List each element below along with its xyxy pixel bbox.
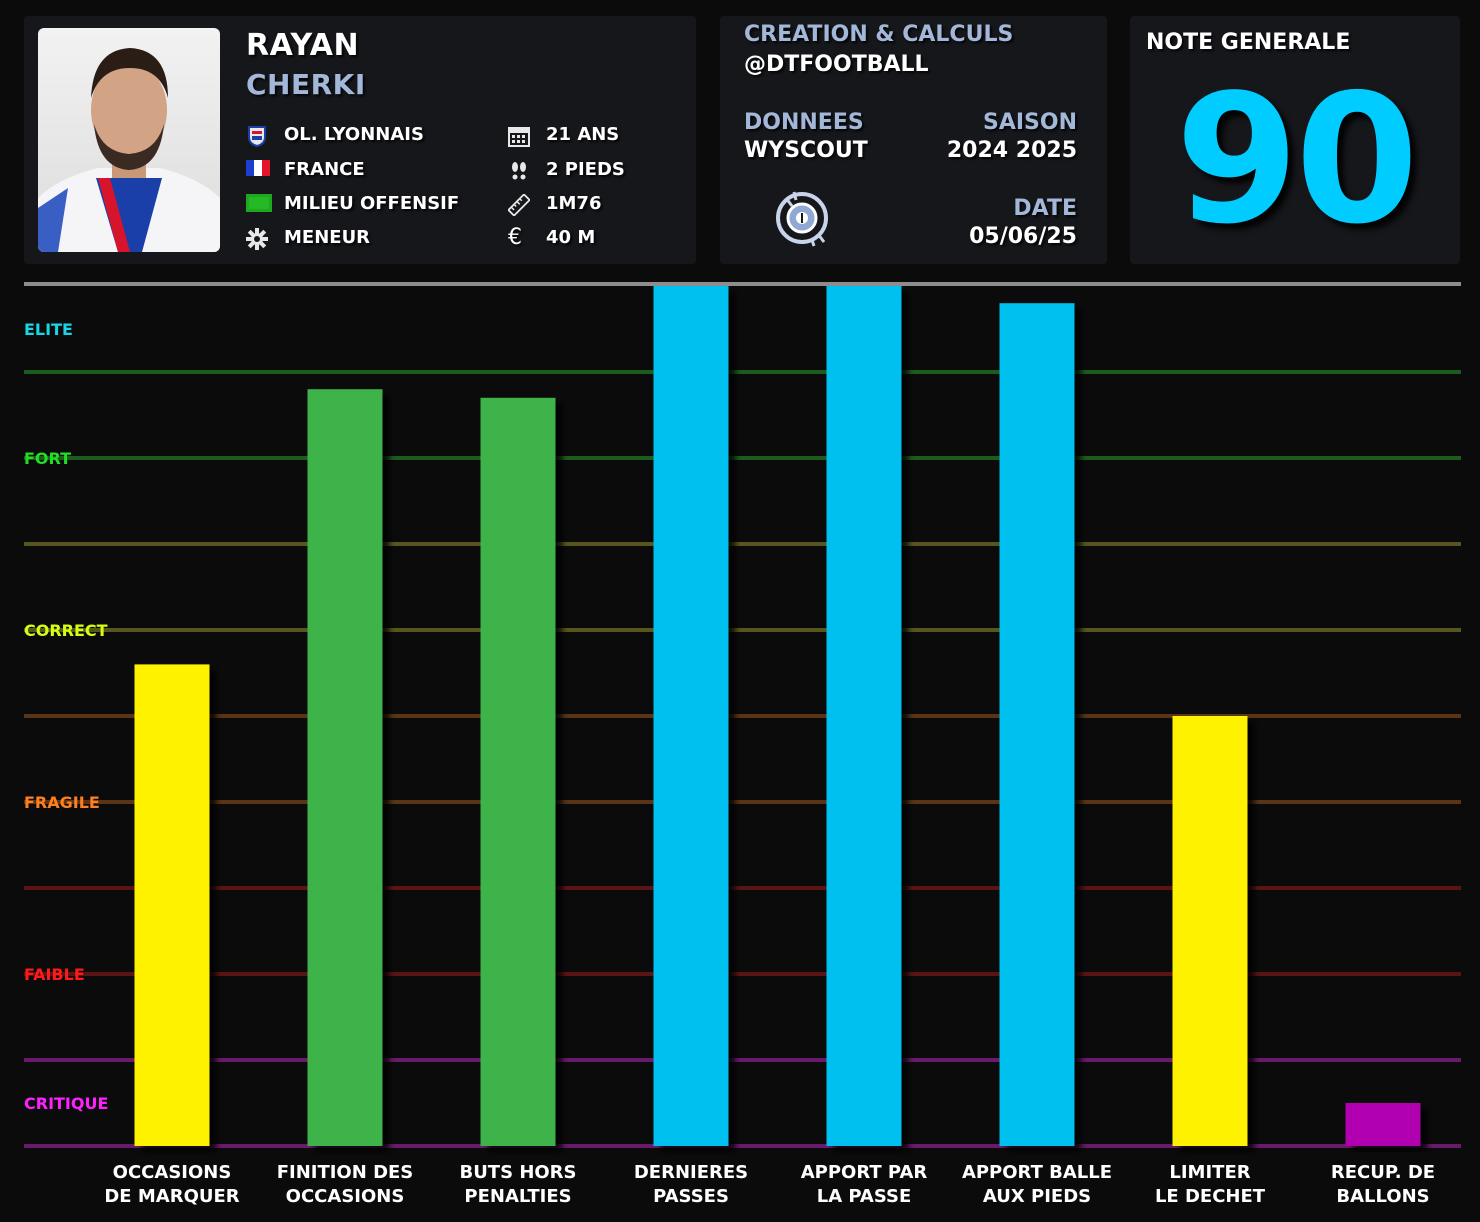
flag-icon: [246, 159, 272, 180]
level-label-elite: ELITE: [24, 320, 73, 339]
bar-5: [826, 286, 902, 1146]
target-logo-icon: [776, 191, 828, 247]
bar-8: [1345, 1103, 1421, 1146]
category-label: APPORT BALLE: [962, 1162, 1112, 1183]
pitch-icon: [246, 193, 272, 214]
level-label-fragile: FRAGILE: [24, 793, 100, 812]
season-value: 2024 2025: [946, 138, 1077, 163]
category-label: FINITION DES: [277, 1162, 414, 1183]
player-card: RAYAN CHERKI OL. LYONNAIS FRANCE MILIEU …: [24, 16, 696, 264]
club-name: OL. LYONNAIS: [284, 124, 424, 145]
bar-7: [1172, 716, 1248, 1146]
level-label-faible: FAIBLE: [24, 965, 85, 984]
category-label: OCCASIONS: [286, 1186, 405, 1207]
gridline: [24, 1144, 1461, 1148]
overall-score: 90: [1175, 56, 1419, 263]
value-info: € 40 M: [508, 224, 596, 250]
nationality: FRANCE: [284, 159, 365, 180]
bar-6: [999, 303, 1075, 1146]
nationality-info: FRANCE: [246, 159, 365, 180]
gridline: [24, 370, 1461, 374]
chart-grid: [24, 370, 1461, 1148]
position: MILIEU OFFENSIF: [284, 193, 460, 214]
gridline: [24, 628, 1461, 632]
player-silhouette-icon: [38, 48, 220, 252]
gridline: [24, 800, 1461, 804]
category-label: LE DECHET: [1155, 1186, 1266, 1207]
category-label: LIMITER: [1169, 1162, 1250, 1183]
score-card: NOTE GENERALE 90: [1130, 16, 1460, 264]
age-info: 21 ANS: [508, 124, 620, 147]
category-label: OCCASIONS: [113, 1162, 232, 1183]
season-label: SAISON: [982, 110, 1077, 135]
player-first-name: RAYAN: [246, 28, 360, 63]
category-label: APPORT PAR: [801, 1162, 928, 1183]
level-label-critique: CRITIQUE: [24, 1094, 108, 1113]
chart-top-rule: [24, 282, 1461, 286]
gridline: [24, 456, 1461, 460]
creation-label: CREATION & CALCULS: [744, 22, 1014, 47]
bar-1: [134, 664, 210, 1146]
category-label: LA PASSE: [817, 1186, 912, 1207]
player-last-name: CHERKI: [246, 68, 366, 101]
player-photo: [38, 28, 220, 252]
club-crest-icon: [246, 125, 272, 147]
role-info: MENEUR: [246, 227, 371, 250]
category-label: PENALTIES: [464, 1186, 571, 1207]
club-info: OL. LYONNAIS: [246, 124, 424, 147]
gear-icon: [246, 227, 272, 250]
data-source: WYSCOUT: [744, 138, 868, 163]
bar-3: [480, 397, 556, 1146]
creation-value: @DTFOOTBALL: [744, 52, 929, 77]
height: 1M76: [546, 193, 602, 214]
foot-info: 2 PIEDS: [508, 159, 625, 180]
category-label: AUX PIEDS: [983, 1186, 1091, 1207]
gridline: [24, 1058, 1461, 1062]
category-label: DERNIERES: [634, 1162, 748, 1183]
role: MENEUR: [284, 227, 371, 248]
height-info: 1M76: [507, 192, 602, 217]
date-label: DATE: [1013, 196, 1077, 221]
category-labels: OCCASIONS DE MARQUER FINITION DES OCCASIONS…: [104, 1162, 1435, 1207]
bar-4: [653, 286, 729, 1146]
score-title: NOTE GENERALE: [1146, 30, 1351, 55]
level-labels: ELITE FORT CORRECT FRAGILE FAIBLE CRITIQUE: [24, 320, 108, 1113]
gridline: [24, 972, 1461, 976]
category-label: RECUP. DE: [1331, 1162, 1435, 1183]
category-label: DE MARQUER: [104, 1186, 239, 1207]
ruler-icon: [507, 192, 534, 217]
bar-2: [307, 389, 383, 1146]
level-label-fort: FORT: [24, 449, 71, 468]
data-label: DONNEES: [744, 110, 864, 135]
market-value: 40 M: [546, 227, 596, 248]
gridline: [24, 714, 1461, 718]
foot: 2 PIEDS: [546, 159, 625, 180]
chart-bars: [134, 286, 1421, 1146]
footprints-icon: [508, 160, 534, 180]
category-label: BALLONS: [1336, 1186, 1429, 1207]
gridline: [24, 886, 1461, 890]
category-label: PASSES: [653, 1186, 729, 1207]
credits-card: CREATION & CALCULS @DTFOOTBALL DONNEES W…: [720, 16, 1107, 264]
level-label-correct: CORRECT: [24, 621, 108, 640]
calendar-icon: [508, 125, 534, 147]
percentile-bar-chart: ELITE FORT CORRECT FRAGILE FAIBLE CRITIQUE OC…: [24, 282, 1461, 1207]
position-info: MILIEU OFFENSIF: [246, 193, 459, 214]
gridline: [24, 542, 1461, 546]
age: 21 ANS: [546, 124, 620, 145]
euro-icon: €: [508, 224, 522, 250]
category-label: BUTS HORS: [459, 1162, 576, 1183]
date-value: 05/06/25: [969, 224, 1077, 249]
